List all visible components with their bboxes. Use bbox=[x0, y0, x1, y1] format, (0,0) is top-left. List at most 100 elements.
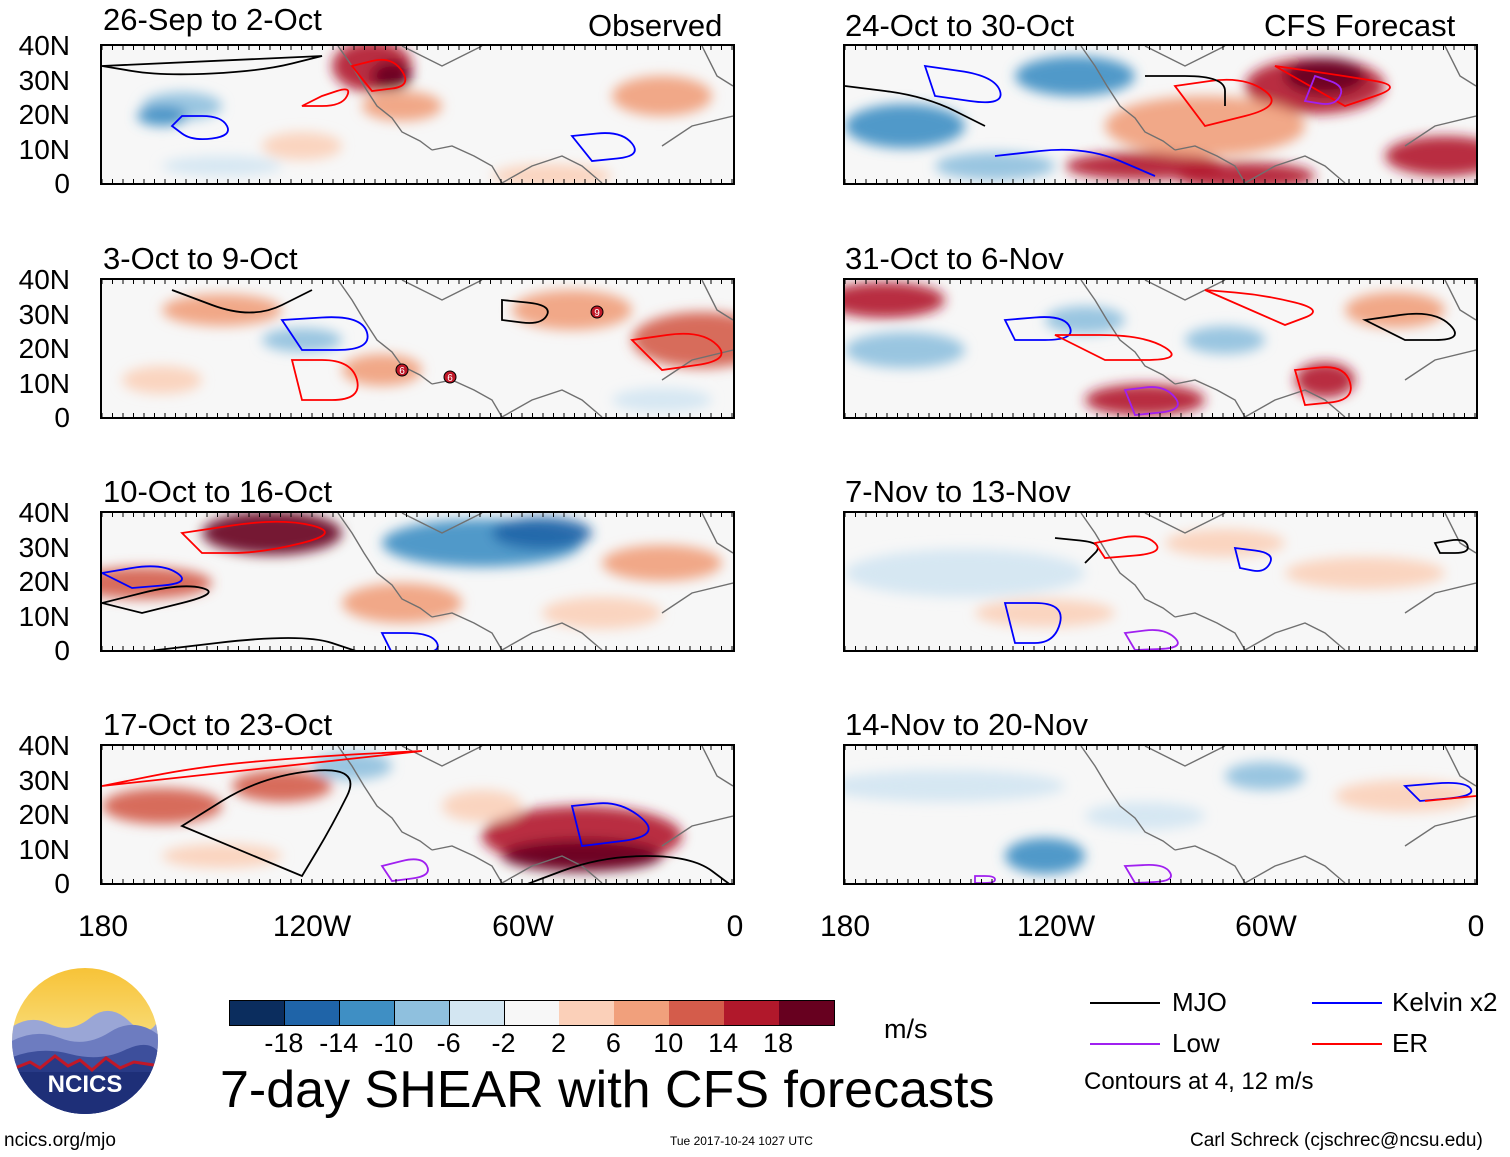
kelvin-contour bbox=[570, 802, 650, 847]
y-tick-label: 20N bbox=[18, 799, 70, 830]
coastline bbox=[431, 612, 503, 650]
coastline bbox=[1404, 582, 1476, 614]
x-tick-label: 0 bbox=[1467, 910, 1485, 943]
shear-map-panel bbox=[843, 744, 1478, 885]
shear-anomaly-blob bbox=[612, 76, 712, 116]
shear-anomaly-blob bbox=[1185, 326, 1265, 354]
axis-ticks bbox=[102, 280, 733, 417]
coastline bbox=[1174, 145, 1246, 183]
legend-note: Contours at 4, 12 m/s bbox=[1084, 1068, 1314, 1095]
low-contour bbox=[974, 875, 996, 883]
y-tick-label: 10N bbox=[18, 600, 70, 632]
er-contour bbox=[290, 359, 359, 401]
legend-low-label: Low bbox=[1172, 1028, 1220, 1058]
y-tick-label: 30N bbox=[18, 531, 70, 563]
shear-anomaly-blob bbox=[502, 840, 662, 872]
shear-map bbox=[845, 46, 1476, 183]
y-tick-label: 40N bbox=[18, 497, 70, 528]
coastline bbox=[401, 46, 483, 67]
colorbar-tick-label: 18 bbox=[763, 1028, 794, 1058]
kelvin-contour bbox=[1003, 602, 1062, 644]
shear-map-panel bbox=[843, 511, 1478, 652]
mjo-contour bbox=[102, 585, 210, 614]
mjo-contour bbox=[845, 85, 986, 127]
shear-anomaly-blob bbox=[632, 312, 733, 368]
x-tick-label: 180 bbox=[819, 910, 871, 943]
panel-title: 14-Nov to 20-Nov bbox=[845, 707, 1088, 742]
coastline bbox=[431, 845, 503, 883]
axis-ticks bbox=[845, 746, 1476, 883]
legend-er-line bbox=[1312, 1043, 1382, 1045]
tropical-cyclone-symbol: 9 bbox=[594, 308, 600, 319]
colorbar-swatch bbox=[504, 1001, 560, 1025]
shear-anomaly-blob bbox=[362, 91, 442, 121]
shear-anomaly-blob bbox=[162, 294, 282, 326]
shear-anomaly-blob bbox=[935, 152, 1055, 180]
panel-title: 3-Oct to 9-Oct bbox=[103, 241, 298, 276]
shear-anomaly-blob bbox=[1345, 292, 1445, 328]
colorbar-tick-label: -6 bbox=[436, 1028, 461, 1058]
er-contour bbox=[301, 88, 350, 107]
legend-mjo-label: MJO bbox=[1172, 987, 1227, 1017]
shear-anomaly-blob bbox=[1225, 762, 1305, 790]
mjo-contour bbox=[149, 637, 356, 650]
shear-anomaly-blob bbox=[845, 332, 965, 368]
coastline bbox=[1080, 513, 1176, 618]
coastline bbox=[401, 280, 483, 301]
colorbar-swatch bbox=[284, 1001, 341, 1025]
shear-map-panel: 9 6 6 bbox=[100, 278, 735, 419]
coastline bbox=[501, 855, 603, 883]
er-contour bbox=[630, 332, 723, 371]
tropical-cyclone-symbol: 6 bbox=[447, 373, 453, 384]
coastline bbox=[337, 513, 433, 618]
panel-title: 24-Oct to 30-Oct bbox=[845, 8, 1075, 43]
site-link[interactable]: ncics.org/mjo bbox=[4, 1130, 116, 1151]
er-contour bbox=[102, 750, 423, 787]
y-tick-label: 20N bbox=[18, 99, 70, 130]
kelvin-contour bbox=[570, 132, 636, 162]
axis-ticks bbox=[845, 513, 1476, 650]
kelvin-contour bbox=[102, 565, 183, 589]
low-contour bbox=[380, 858, 429, 882]
axis-ticks bbox=[845, 46, 1476, 183]
er-contour bbox=[1293, 366, 1352, 406]
low-contour bbox=[1303, 74, 1343, 105]
er-contour bbox=[1424, 795, 1476, 802]
panel-title: 26-Sep to 2-Oct bbox=[103, 2, 322, 37]
colorbar-tick-label: -18 bbox=[264, 1028, 304, 1058]
shear-anomaly-blob bbox=[162, 844, 282, 868]
x-tick-label: 60W bbox=[1235, 910, 1297, 943]
shear-anomaly-blob bbox=[492, 164, 612, 183]
low-contour bbox=[1123, 386, 1179, 416]
shear-map-panel bbox=[843, 44, 1478, 185]
coastline bbox=[1244, 389, 1346, 417]
shear-map bbox=[102, 513, 733, 650]
mjo-contour bbox=[1054, 537, 1099, 564]
axis-ticks bbox=[102, 746, 733, 883]
coastline bbox=[661, 349, 733, 381]
coastline bbox=[501, 622, 603, 650]
shear-map bbox=[845, 280, 1476, 417]
er-contour bbox=[1274, 65, 1391, 107]
kelvin-contour bbox=[923, 64, 1002, 104]
er-contour bbox=[1054, 334, 1173, 361]
kelvin-contour bbox=[994, 148, 1156, 177]
coastline bbox=[1174, 845, 1246, 883]
shear-anomaly-blob bbox=[1175, 162, 1315, 183]
y-tick-label: 10N bbox=[18, 833, 70, 865]
x-tick-label: 120W bbox=[272, 910, 352, 943]
coastline bbox=[1144, 280, 1226, 301]
colorbar-tick-label: 14 bbox=[708, 1028, 739, 1058]
ncics-logo: NCICS bbox=[10, 966, 160, 1116]
coastline bbox=[431, 145, 503, 183]
coastline bbox=[401, 513, 483, 534]
shear-anomaly-blob bbox=[122, 366, 202, 394]
coastline bbox=[1244, 855, 1346, 883]
panel-title: 7-Nov to 13-Nov bbox=[845, 474, 1071, 509]
shear-anomaly-blob bbox=[102, 567, 212, 599]
y-tick-label: 40N bbox=[18, 30, 70, 61]
shear-anomaly-blob bbox=[442, 790, 522, 822]
shear-anomaly-blob bbox=[262, 132, 342, 160]
axis-ticks bbox=[845, 280, 1476, 417]
coastline bbox=[1080, 280, 1176, 385]
